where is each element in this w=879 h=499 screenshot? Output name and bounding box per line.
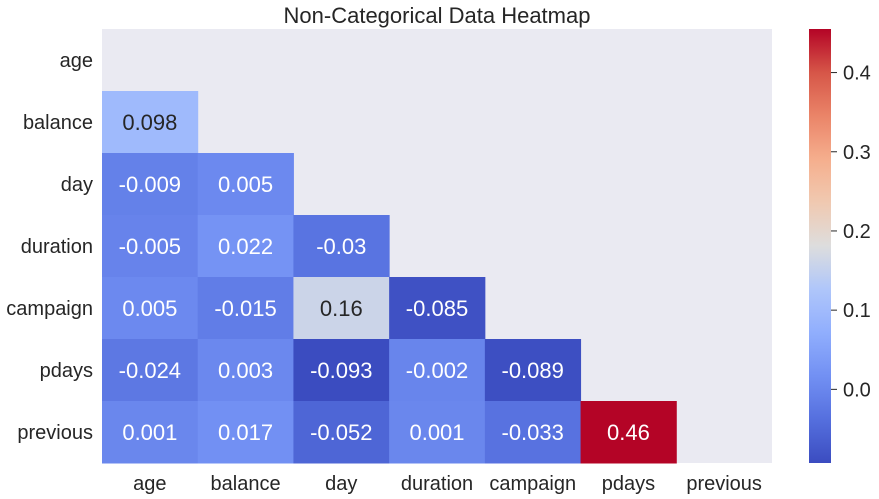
y-tick-label: age <box>60 50 93 72</box>
cell-value-label: -0.03 <box>316 234 366 259</box>
y-tick-label: day <box>61 174 93 196</box>
x-tick-label: campaign <box>489 473 576 495</box>
colorbar-tick-label: 0.0 <box>843 379 871 401</box>
chart-title: Non-Categorical Data Heatmap <box>284 3 591 28</box>
cell-value-label: -0.005 <box>119 234 181 259</box>
cell-value-label: 0.001 <box>122 420 177 445</box>
heatmap-cell <box>197 401 294 464</box>
y-tick-label: previous <box>17 422 93 444</box>
colorbar-tick-label: 0.2 <box>843 221 871 243</box>
cell-value-label: -0.033 <box>502 420 564 445</box>
heatmap-cell <box>389 277 486 340</box>
y-tick-label: campaign <box>6 298 93 320</box>
heatmap-cell <box>102 153 199 216</box>
y-tick-label: balance <box>23 112 93 134</box>
cell-value-label: 0.005 <box>218 172 273 197</box>
cell-value-label: 0.022 <box>218 234 273 259</box>
y-tick-label: pdays <box>40 360 93 382</box>
cells-layer <box>102 91 677 464</box>
x-tick-label: balance <box>211 473 281 495</box>
x-tick-label: duration <box>401 473 473 495</box>
colorbar-tick-label: 0.3 <box>843 142 871 164</box>
heatmap-cell <box>484 339 582 402</box>
cell-value-label: -0.085 <box>406 296 468 321</box>
heatmap-cell <box>293 339 390 402</box>
heatmap-cell <box>102 339 199 402</box>
cell-value-label: 0.017 <box>218 420 273 445</box>
heatmap-cell <box>102 91 199 154</box>
heatmap-cell <box>293 277 390 340</box>
x-tick-label: age <box>133 473 166 495</box>
colorbar-tick-labels: 0.0 0.1 0.2 0.3 0.4 <box>831 63 871 401</box>
x-tick-labels: age balance day duration campaign pdays previo… <box>133 473 762 495</box>
cell-value-label: -0.093 <box>310 358 372 383</box>
heatmap-cell <box>197 153 294 216</box>
cell-value-label: 0.098 <box>122 110 177 135</box>
heatmap-cell <box>293 401 390 464</box>
colorbar-tick-label: 0.1 <box>843 300 871 322</box>
x-tick-label: previous <box>686 473 762 495</box>
heatmap-cell <box>389 401 486 464</box>
cell-labels-layer: 0.098 -0.009 0.005 -0.005 0.022 -0.03 0.005 -0.… <box>119 110 650 445</box>
cell-value-label: 0.003 <box>218 358 273 383</box>
heatmap-cell <box>102 215 199 278</box>
colorbar-tick-label: 0.4 <box>843 63 871 85</box>
heatmap-cell <box>102 277 199 340</box>
cell-value-label: 0.001 <box>409 420 464 445</box>
cell-value-label: -0.052 <box>310 420 372 445</box>
cell-value-label: 0.16 <box>320 296 363 321</box>
heatmap-cell <box>580 401 677 464</box>
cell-value-label: -0.089 <box>502 358 564 383</box>
cell-value-label: -0.024 <box>119 358 181 383</box>
heatmap-cell <box>484 401 582 464</box>
cell-value-label: -0.002 <box>406 358 468 383</box>
heatmap-cell <box>293 215 390 278</box>
cell-value-label: -0.015 <box>214 296 276 321</box>
x-tick-label: pdays <box>602 473 655 495</box>
cell-value-label: 0.005 <box>122 296 177 321</box>
heatmap-cell <box>389 339 486 402</box>
y-tick-label: duration <box>21 236 93 258</box>
colorbar-gradient <box>809 29 831 463</box>
heatmap-cell <box>197 215 294 278</box>
heatmap-cell <box>197 339 294 402</box>
cell-value-label: 0.46 <box>607 420 650 445</box>
y-tick-labels: age balance day duration campaign pdays previo… <box>6 50 93 444</box>
colorbar <box>809 29 831 463</box>
cell-value-label: -0.009 <box>119 172 181 197</box>
heatmap-cell <box>197 277 294 340</box>
heatmap-cell <box>102 401 199 464</box>
x-tick-label: day <box>325 473 357 495</box>
